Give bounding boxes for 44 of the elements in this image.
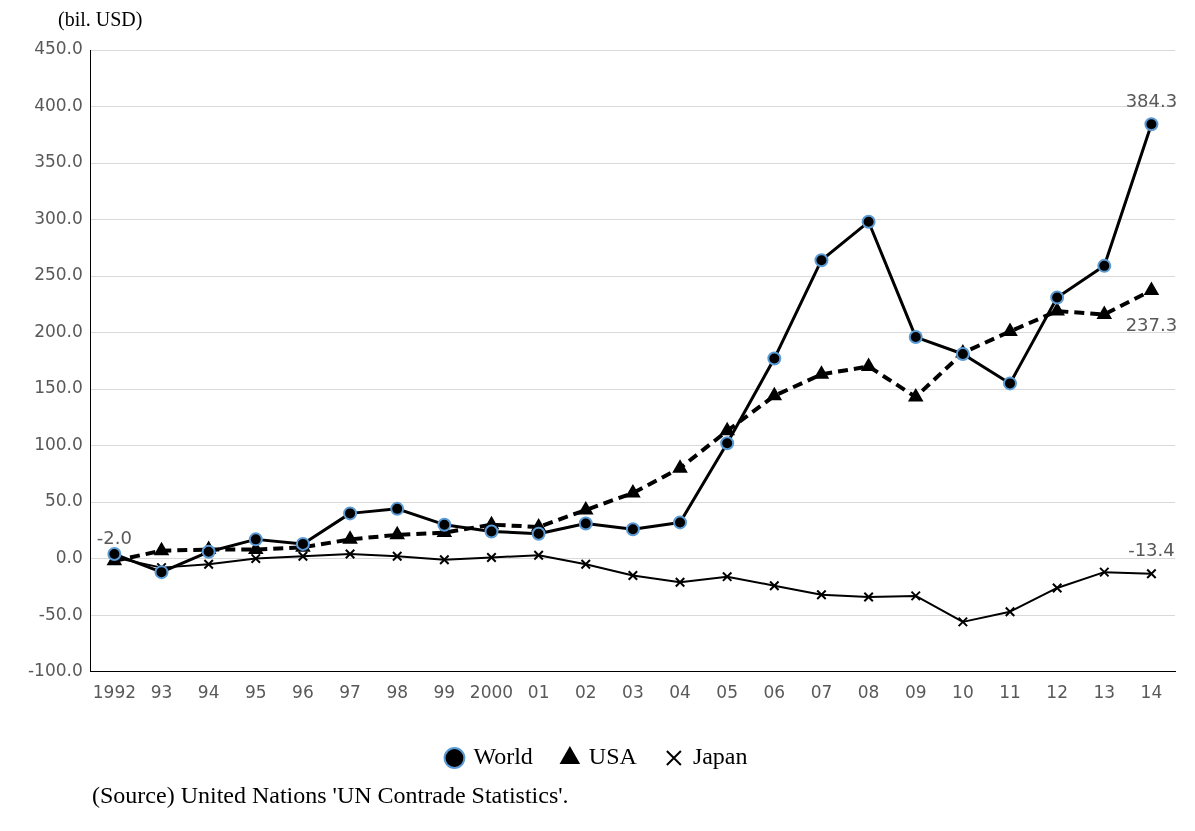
y-tick-label: 400.0 bbox=[34, 94, 83, 115]
data-label: 237.3 bbox=[1125, 314, 1178, 336]
legend-label: World bbox=[473, 743, 533, 770]
x-tick-label: 09 bbox=[904, 682, 927, 703]
data-label: -2.0 bbox=[96, 526, 132, 548]
y-tick-label: -100.0 bbox=[27, 660, 83, 681]
x-tick-label: 05 bbox=[716, 682, 738, 703]
x-tick-label: 1992 bbox=[92, 682, 136, 703]
x-tick-label: 11 bbox=[999, 682, 1021, 703]
y-tick-label: 100.0 bbox=[34, 433, 83, 454]
x-tick-label: 13 bbox=[1093, 682, 1116, 703]
x-tick-label: 07 bbox=[810, 682, 833, 703]
x-tick-label: 93 bbox=[150, 682, 173, 703]
y-tick-label: 450.0 bbox=[34, 38, 83, 59]
y-tick-label: 250.0 bbox=[34, 264, 83, 285]
x-tick-label: 99 bbox=[433, 682, 456, 703]
y-tick-label: 150.0 bbox=[34, 377, 83, 398]
x-tick-label: 94 bbox=[197, 682, 220, 703]
data-label: 384.3 bbox=[1125, 89, 1178, 111]
x-tick-label: 03 bbox=[622, 682, 644, 703]
y-tick-label: 350.0 bbox=[34, 151, 83, 172]
x-tick-label: 10 bbox=[952, 682, 974, 703]
y-axis-title: (bil. USD) bbox=[58, 8, 143, 31]
text: (Source) United Nations 'UN Contrade Statistics'. bbox=[92, 782, 569, 809]
x-tick-label: 97 bbox=[339, 682, 361, 703]
legend-label: USA bbox=[588, 743, 638, 770]
x-tick-label: 06 bbox=[763, 682, 786, 703]
y-tick-label: 200.0 bbox=[34, 320, 83, 341]
x-tick-label: 08 bbox=[857, 682, 880, 703]
y-tick-label: 50.0 bbox=[44, 490, 83, 511]
x-tick-label: 98 bbox=[386, 682, 409, 703]
x-tick-label: 14 bbox=[1140, 682, 1163, 703]
legend-label: Japan bbox=[692, 743, 748, 770]
x-tick-label: 02 bbox=[574, 682, 597, 703]
x-tick-label: 04 bbox=[669, 682, 691, 703]
x-tick-label: 01 bbox=[527, 682, 550, 703]
y-tick-label: 0.0 bbox=[55, 547, 83, 567]
x-tick-label: 12 bbox=[1046, 682, 1068, 703]
x-tick-label: 2000 bbox=[469, 682, 514, 703]
x-tick-label: 95 bbox=[244, 682, 267, 703]
y-tick-label: -50.0 bbox=[38, 603, 83, 624]
y-tick-label: 300.0 bbox=[34, 207, 83, 228]
x-tick-label: 96 bbox=[292, 682, 314, 703]
data-label: -13.4 bbox=[1128, 539, 1175, 561]
